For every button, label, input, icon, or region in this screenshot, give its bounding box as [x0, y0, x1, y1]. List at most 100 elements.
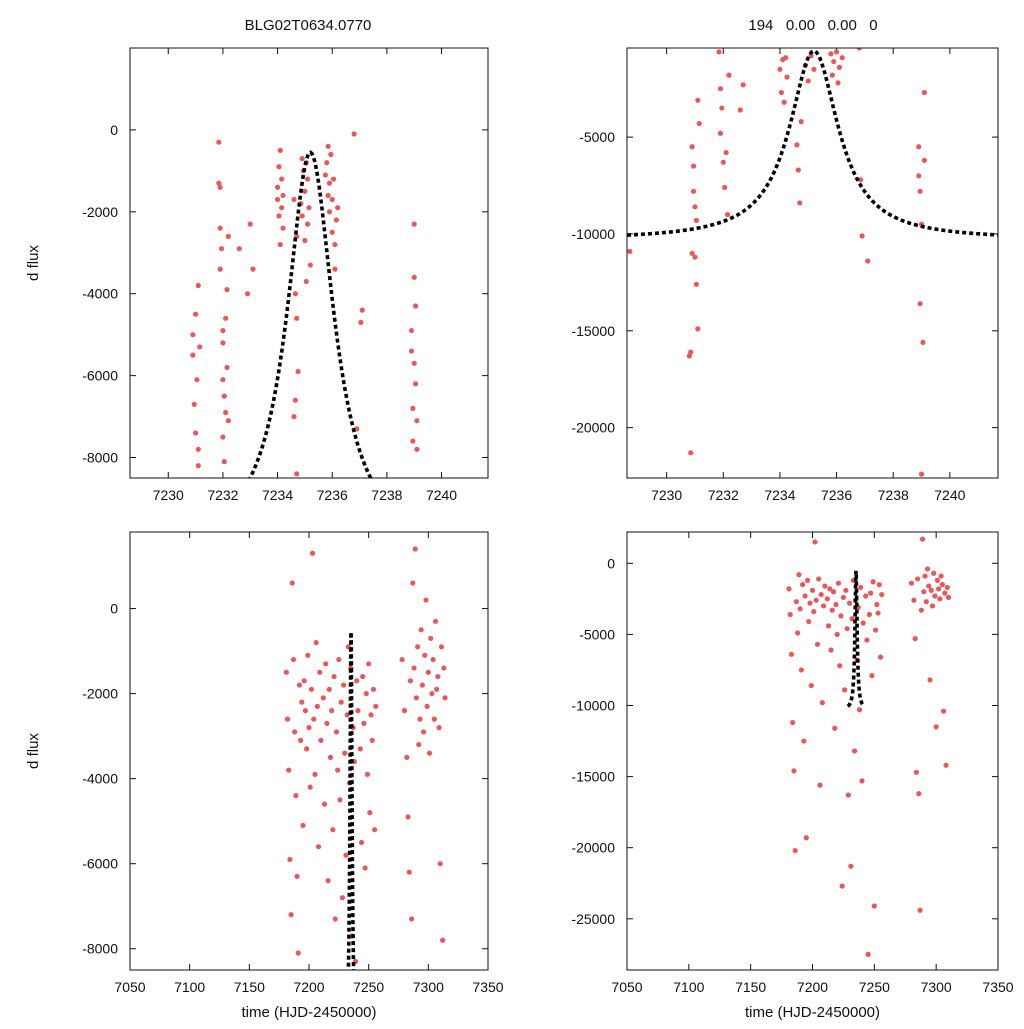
data-point: [811, 66, 817, 72]
data-point: [291, 196, 297, 203]
data-point: [945, 594, 952, 601]
data-point: [719, 105, 725, 111]
data-point: [318, 737, 324, 743]
data-point: [190, 352, 196, 358]
data-point: [931, 570, 937, 576]
data-point: [244, 291, 251, 297]
x-tick-label: 7230: [153, 487, 184, 503]
data-point: [292, 291, 298, 297]
plot-frame: [626, 47, 999, 479]
data-point: [216, 139, 222, 145]
y-tick-label: -15000: [571, 323, 615, 339]
data-point: [835, 80, 841, 86]
data-point: [921, 89, 927, 96]
data-point: [339, 895, 346, 901]
data-point: [929, 603, 936, 609]
data-point: [411, 221, 417, 227]
data-point: [294, 471, 300, 477]
data-point: [851, 748, 858, 754]
data-point: [801, 738, 807, 744]
data-point: [304, 746, 310, 752]
data-point: [322, 172, 328, 178]
y-tick-label: -5000: [579, 626, 615, 642]
data-point: [430, 656, 436, 663]
data-point: [796, 572, 802, 578]
data-point: [829, 72, 835, 78]
data-point: [404, 754, 410, 760]
data-point: [220, 434, 226, 440]
data-point: [794, 142, 800, 148]
data-points: [627, 48, 927, 477]
data-point: [434, 686, 440, 692]
plot-frame: [129, 47, 489, 479]
data-point: [294, 873, 300, 880]
data-point: [868, 590, 874, 596]
data-point: [805, 78, 811, 84]
data-point: [688, 349, 694, 355]
data-point: [865, 258, 871, 264]
data-point: [842, 687, 848, 693]
data-point: [422, 652, 428, 658]
y-tick-label: -10000: [571, 697, 615, 713]
data-point: [225, 233, 231, 239]
data-point: [809, 587, 816, 593]
data-point: [337, 797, 343, 803]
data-point: [344, 712, 350, 718]
data-point: [944, 584, 950, 591]
data-point: [413, 695, 419, 701]
plot-frame: [626, 531, 999, 971]
x-tick-label: 7236: [317, 487, 348, 503]
data-point: [279, 205, 285, 211]
data-point: [236, 246, 242, 252]
data-point: [693, 217, 699, 223]
data-point: [307, 262, 313, 268]
data-point: [871, 903, 877, 909]
data-point: [795, 630, 801, 636]
data-point: [924, 566, 931, 572]
data-point: [438, 644, 445, 650]
data-point: [428, 635, 434, 641]
x-tick-label: 7100: [673, 979, 704, 995]
data-point: [814, 641, 821, 647]
data-point: [419, 682, 425, 688]
data-point: [828, 647, 834, 653]
data-point: [287, 856, 293, 863]
data-point: [807, 600, 813, 606]
data-point: [833, 601, 839, 608]
data-point: [720, 159, 726, 165]
data-point: [412, 303, 419, 309]
data-point: [292, 729, 298, 735]
data-point: [829, 607, 835, 613]
data-point: [302, 237, 308, 244]
data-point: [918, 607, 924, 613]
data-point: [417, 716, 423, 722]
data-point: [437, 861, 443, 867]
data-point: [840, 594, 847, 601]
data-point: [217, 225, 223, 231]
data-point: [803, 835, 809, 841]
data-point: [921, 589, 927, 595]
data-point: [294, 315, 300, 321]
data-point: [411, 360, 417, 366]
y-tick-label: 0: [607, 555, 615, 571]
model-curve: [346, 631, 356, 970]
data-point: [726, 72, 732, 78]
data-point: [293, 793, 299, 799]
panels-group: 7230 7232 7234 7236 7238 7240 0 -2000 -4000 -6000…: [25, 47, 1014, 1021]
data-point: [797, 200, 803, 206]
x-tick-label: 7350: [982, 979, 1013, 995]
data-point: [834, 631, 840, 637]
data-point: [908, 580, 915, 586]
y-tick-label: -20000: [571, 840, 615, 856]
x-tick-label: 7238: [371, 487, 402, 503]
x-tick-label: 7200: [797, 979, 828, 995]
x-tick-label: 7300: [413, 979, 444, 995]
data-point: [933, 724, 939, 730]
x-axis-label: time (HJD-2450000): [745, 1004, 880, 1021]
data-point: [692, 204, 698, 210]
data-point: [218, 246, 225, 252]
data-point: [836, 64, 843, 70]
data-point: [817, 782, 823, 788]
data-point: [224, 364, 230, 371]
data-point: [813, 597, 819, 603]
